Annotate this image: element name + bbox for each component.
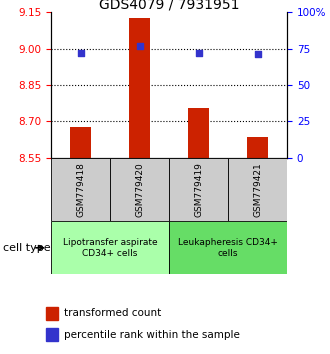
Bar <box>70 127 91 158</box>
Point <box>78 50 83 56</box>
Text: GSM779419: GSM779419 <box>194 162 203 217</box>
Bar <box>51 221 169 274</box>
Bar <box>228 158 287 221</box>
Point <box>196 50 201 56</box>
Title: GDS4079 / 7931951: GDS4079 / 7931951 <box>99 0 239 11</box>
Bar <box>111 158 169 221</box>
Text: GSM779418: GSM779418 <box>76 162 85 217</box>
Point <box>137 43 142 48</box>
Text: Leukapheresis CD34+
cells: Leukapheresis CD34+ cells <box>178 238 278 257</box>
Point <box>255 52 260 57</box>
Text: GSM779420: GSM779420 <box>135 162 144 217</box>
Bar <box>46 307 58 320</box>
Bar <box>169 158 228 221</box>
Text: transformed count: transformed count <box>64 308 162 318</box>
Text: percentile rank within the sample: percentile rank within the sample <box>64 330 240 339</box>
Bar <box>188 108 209 158</box>
Bar <box>247 137 268 158</box>
Text: Lipotransfer aspirate
CD34+ cells: Lipotransfer aspirate CD34+ cells <box>63 238 157 257</box>
Text: cell type: cell type <box>3 243 51 253</box>
Text: GSM779421: GSM779421 <box>253 162 262 217</box>
Bar <box>129 18 150 158</box>
Bar <box>51 158 110 221</box>
Bar <box>46 328 58 341</box>
Bar <box>169 221 287 274</box>
